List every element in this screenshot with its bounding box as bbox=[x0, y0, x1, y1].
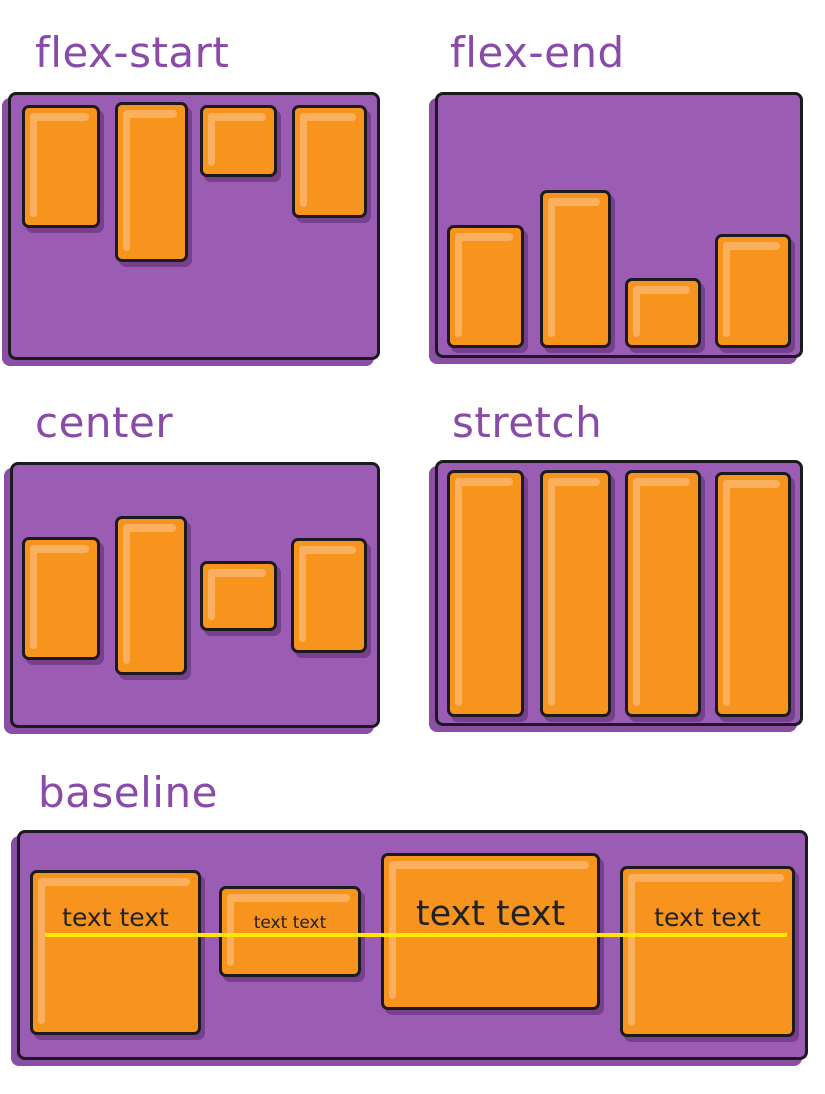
flex-start-item-1 bbox=[22, 105, 100, 228]
flex-start-item-4 bbox=[292, 105, 367, 218]
center-item-3 bbox=[200, 561, 277, 631]
baseline-item-text: text text bbox=[654, 903, 761, 932]
flex-start-item-3 bbox=[200, 105, 277, 177]
baseline-item-text: text text bbox=[62, 903, 169, 932]
baseline-item-2: text text bbox=[219, 886, 361, 977]
flex-end-item-1 bbox=[447, 225, 524, 348]
baseline-item-1: text text bbox=[30, 870, 201, 1035]
flex-start-title: flex-start bbox=[35, 28, 230, 77]
stretch-item-2 bbox=[540, 470, 611, 717]
flex-end-title: flex-end bbox=[450, 28, 625, 77]
stretch-title: stretch bbox=[452, 398, 603, 447]
flex-end-item-3 bbox=[625, 278, 701, 348]
center-title: center bbox=[35, 398, 174, 447]
stretch-item-3 bbox=[625, 470, 701, 717]
center-item-4 bbox=[291, 538, 367, 653]
baseline-item-text: text text bbox=[415, 894, 566, 934]
center-item-1 bbox=[22, 537, 100, 660]
flex-end-item-4 bbox=[715, 234, 791, 348]
stretch-item-4 bbox=[715, 472, 791, 717]
flex-end-item-2 bbox=[540, 190, 611, 348]
baseline-item-4: text text bbox=[620, 866, 795, 1037]
baseline-line bbox=[45, 933, 787, 937]
baseline-item-text: text text bbox=[253, 913, 327, 933]
baseline-item-3: text text bbox=[381, 853, 600, 1010]
flex-start-item-2 bbox=[115, 102, 188, 262]
baseline-title: baseline bbox=[38, 768, 218, 817]
center-item-2 bbox=[115, 516, 187, 675]
stretch-item-1 bbox=[447, 470, 524, 717]
